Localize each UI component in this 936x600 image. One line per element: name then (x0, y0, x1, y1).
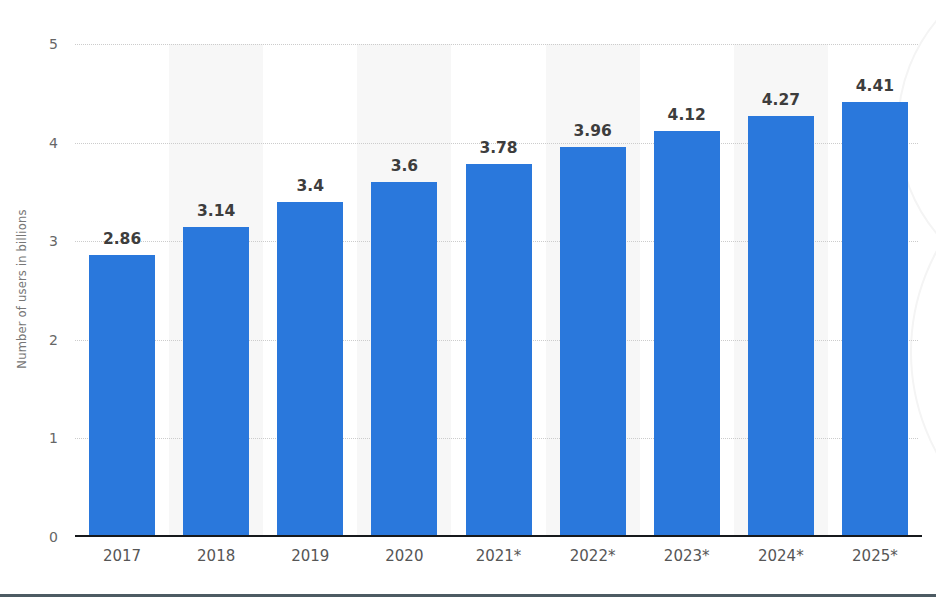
bar-2024[interactable] (748, 116, 814, 537)
y-axis-tick-label: 4 (14, 136, 58, 150)
bar-2022[interactable] (560, 147, 626, 537)
x-axis-tick-label: 2023* (640, 546, 734, 566)
bar-value-label: 3.78 (459, 138, 539, 158)
bar-value-label: 4.12 (647, 105, 727, 125)
y-axis-tick-label: 0 (14, 530, 58, 544)
y-axis-tick-label: 1 (14, 431, 58, 445)
bar-2020[interactable] (371, 182, 437, 537)
bar-chart: Number of users in billions 0 1 2 3 4 5 2.86 20… (0, 0, 936, 600)
bar-value-label: 3.14 (176, 201, 256, 221)
bar-value-label: 3.4 (270, 176, 350, 196)
x-axis-tick-label: 2024* (734, 546, 828, 566)
y-axis-tick-label: 2 (14, 333, 58, 347)
bar-value-label: 4.41 (835, 76, 915, 96)
x-axis-tick-label: 2018 (169, 546, 263, 566)
bar-2018[interactable] (183, 227, 249, 537)
bar-2019[interactable] (277, 202, 343, 537)
footer-divider (0, 594, 936, 597)
x-axis-tick-label: 2017 (75, 546, 169, 566)
x-axis-tick-label: 2020 (357, 546, 451, 566)
x-axis-tick-label: 2021* (451, 546, 545, 566)
x-axis-tick-label: 2022* (546, 546, 640, 566)
x-axis-line (75, 535, 922, 537)
bar-2017[interactable] (89, 255, 155, 537)
y-axis-tick-label: 5 (14, 37, 58, 51)
bar-2023[interactable] (654, 131, 720, 537)
bar-2025[interactable] (842, 102, 908, 537)
bar-value-label: 2.86 (82, 229, 162, 249)
x-axis-tick-label: 2025* (828, 546, 922, 566)
y-axis-title: Number of users in billions (15, 189, 29, 389)
gridline (75, 44, 918, 45)
bar-value-label: 4.27 (741, 90, 821, 110)
y-axis-tick-label: 3 (14, 234, 58, 248)
bar-value-label: 3.96 (553, 121, 633, 141)
bar-2021[interactable] (466, 164, 532, 537)
x-axis-tick-label: 2019 (263, 546, 357, 566)
bar-value-label: 3.6 (364, 156, 444, 176)
